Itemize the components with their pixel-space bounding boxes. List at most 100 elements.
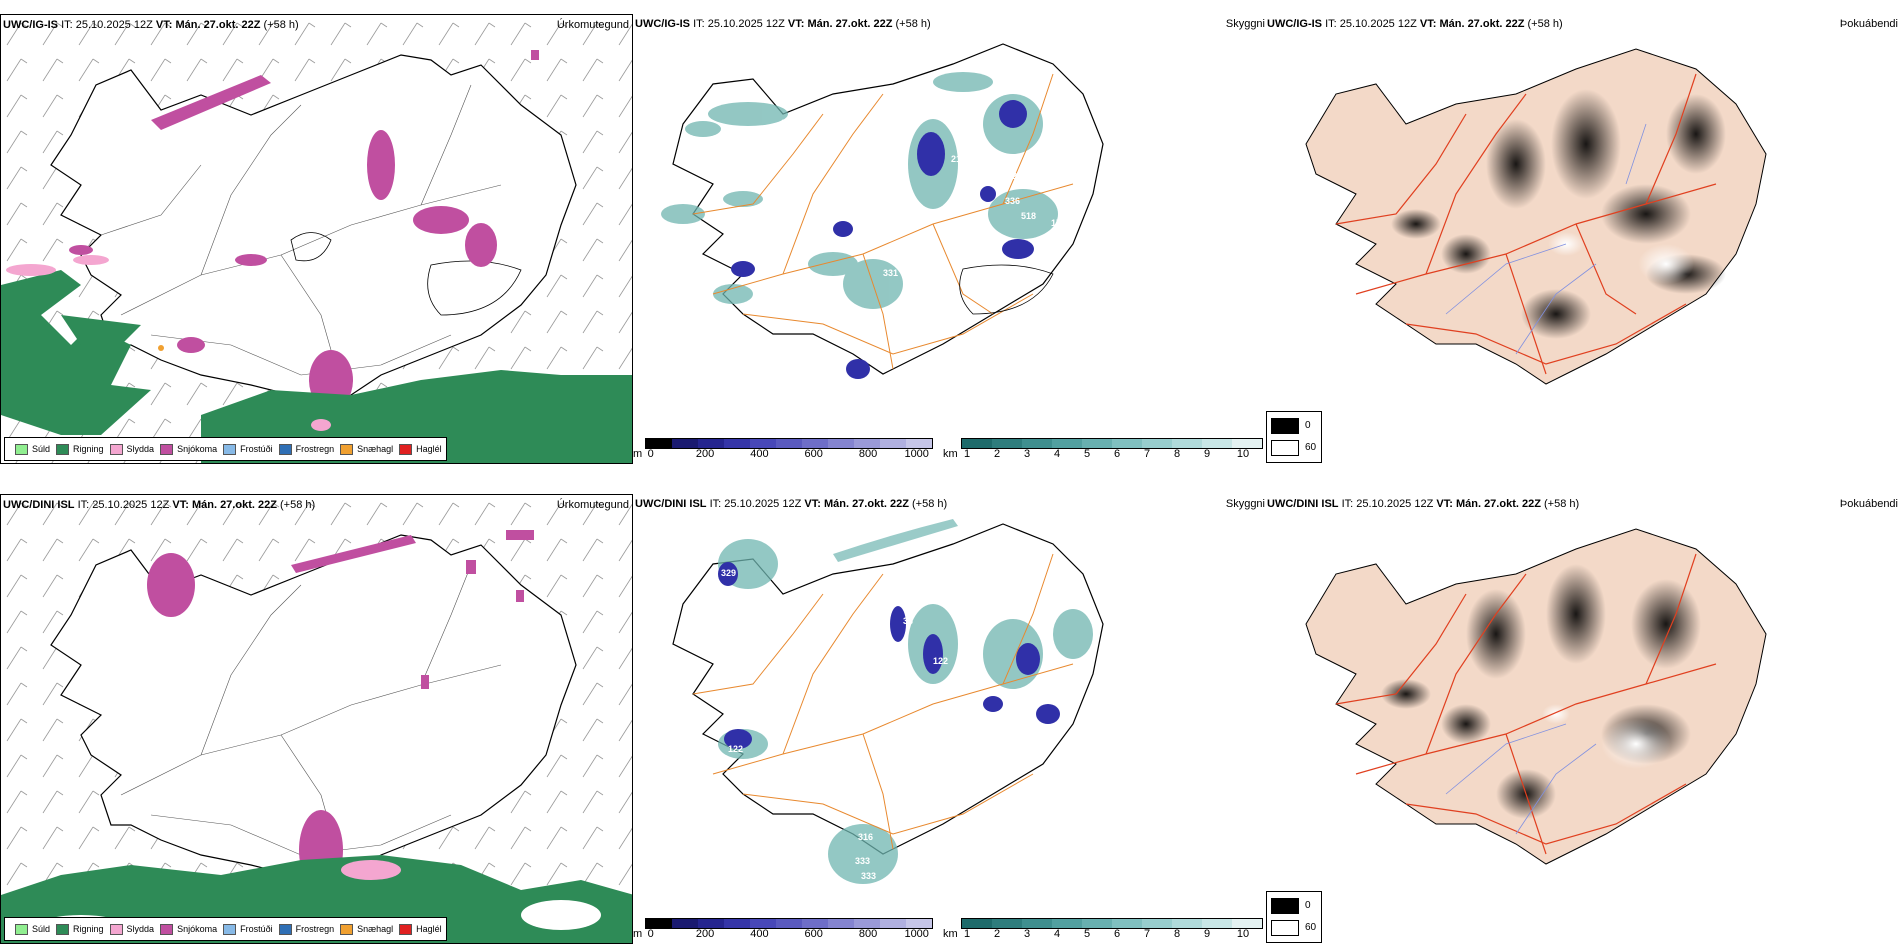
colorbar-unit: m xyxy=(633,448,643,460)
legend-label: Snjókoma xyxy=(177,924,218,934)
tick-label: 800 xyxy=(858,448,878,460)
legend-label: Haglél xyxy=(416,924,442,934)
legend-label: Snjókoma xyxy=(177,444,218,454)
legend-swatch xyxy=(160,443,174,455)
legend-swatch xyxy=(1271,898,1299,914)
panel-title: UWC/DINI ISL IT: 25.10.2025 12Z VT: Mán.… xyxy=(3,499,316,511)
legend-label: 60 xyxy=(1305,442,1317,453)
glacier-outline xyxy=(290,232,332,262)
value-label: 36 xyxy=(903,616,913,626)
panel-title: UWC/IG-IS IT: 25.10.2025 12Z VT: Mán. 27… xyxy=(3,19,299,31)
legend-label: Súld xyxy=(32,444,51,454)
tick-label: 5 xyxy=(1083,448,1091,460)
iceland-coastline xyxy=(50,534,577,891)
tick-label: 10 xyxy=(1236,928,1250,940)
legend-label: 60 xyxy=(1305,922,1317,933)
legend-swatch xyxy=(399,923,413,935)
legend-label: Snæhagl xyxy=(357,924,394,934)
visibility-panel-top: 84 120 21 144208 336 518 691 595 172 257… xyxy=(633,14,1266,464)
panel-title: UWC/IG-IS IT: 25.10.2025 12Z VT: Mán. 27… xyxy=(1267,18,1563,30)
tick-label: 400 xyxy=(750,448,769,460)
colorbar-ticks: 1 2 3 4 5 6 7 8 9 10 xyxy=(961,448,1261,462)
value-label: 120 xyxy=(775,144,790,154)
legend-swatch xyxy=(278,923,292,935)
value-label: 144208 xyxy=(997,171,1027,181)
low-cloud-areas xyxy=(718,562,1060,749)
tick-label: 600 xyxy=(804,928,823,940)
tick-label: 200 xyxy=(695,928,715,940)
precip-legend: Súld Rigning Slydda Snjókoma Frostúði Fr… xyxy=(4,917,447,941)
colorbar-unit: km xyxy=(943,448,958,460)
road-network xyxy=(1335,553,1717,855)
road-network xyxy=(692,73,1074,370)
visibility-map-bottom: 329 36 122 418 122 316 333 333 xyxy=(672,519,1104,884)
tick-label: 1 xyxy=(963,928,971,940)
legend-swatch xyxy=(399,443,413,455)
legend-swatch xyxy=(340,443,354,455)
tick-label: 6 xyxy=(1113,928,1121,940)
tick-label: 5 xyxy=(1083,928,1091,940)
tick-label: 400 xyxy=(750,928,769,940)
legend-label: Súld xyxy=(32,924,51,934)
panel-title: UWC/DINI ISL IT: 25.10.2025 12Z VT: Mán.… xyxy=(1267,498,1580,510)
legend-label: Frostregn xyxy=(295,924,335,934)
legend-swatch xyxy=(15,923,28,935)
colorbar-ticks: 0 200 400 600 800 1000 xyxy=(645,928,931,942)
colorbar-segments xyxy=(961,438,1263,449)
legend-swatch xyxy=(56,443,70,455)
field-name: Þokuábendi xyxy=(1839,18,1898,30)
fog-map-bottom xyxy=(1305,528,1767,865)
colorbar-unit: km xyxy=(943,928,958,940)
cloudbase-colorbar: m 0 200 400 600 800 1000 xyxy=(633,438,943,462)
value-label: 518 xyxy=(1021,211,1036,221)
visibility-band xyxy=(833,519,958,562)
colorbar-segments xyxy=(961,918,1263,929)
legend-label: Frostregn xyxy=(295,444,335,454)
fog-panel-top: UWC/IG-IS IT: 25.10.2025 12Z VT: Mán. 27… xyxy=(1266,14,1900,464)
tick-label: 1000 xyxy=(904,448,929,460)
sleet-areas xyxy=(6,255,331,431)
legend-label: Haglél xyxy=(416,444,442,454)
legend-label: Frostúði xyxy=(240,924,273,934)
tick-label: 7 xyxy=(1143,448,1151,460)
value-label: 141 xyxy=(1068,281,1083,291)
tick-label: 6 xyxy=(1113,448,1121,460)
value-label: 333 xyxy=(855,856,870,866)
legend-label: Snæhagl xyxy=(357,444,394,454)
precip-map-bottom xyxy=(1,495,632,943)
legend-label: 0 xyxy=(1305,420,1311,431)
legend-swatch xyxy=(223,443,237,455)
legend-swatch xyxy=(1271,440,1299,456)
tick-label: 9 xyxy=(1203,928,1211,940)
visibility-colorbar: km 1 2 3 4 5 6 7 8 9 10 xyxy=(943,918,1263,942)
road-network xyxy=(692,553,1074,850)
value-label: 336 xyxy=(1005,196,1020,206)
colorbar-ticks: 0 200 400 600 800 1000 xyxy=(645,448,931,462)
value-label: 329 xyxy=(721,568,736,578)
colorbar-segments xyxy=(645,438,933,449)
value-label: 204 xyxy=(943,376,958,386)
precip-type-panel-bottom: UWC/DINI ISL IT: 25.10.2025 12Z VT: Mán.… xyxy=(0,494,633,944)
tick-label: 0 xyxy=(647,928,654,940)
precip-legend: Súld Rigning Slydda Snjókoma Frostúði Fr… xyxy=(4,437,447,461)
field-name: Skyggni xyxy=(1225,498,1265,510)
tick-label: 9 xyxy=(1203,448,1211,460)
tick-label: 600 xyxy=(804,448,823,460)
value-label: 595 xyxy=(1061,196,1076,206)
precip-type-panel-top: UWC/IG-IS IT: 25.10.2025 12Z VT: Mán. 27… xyxy=(0,14,633,464)
colorbar-ticks: 1 2 3 4 5 6 7 8 9 10 xyxy=(961,928,1261,942)
tick-label: 3 xyxy=(1023,928,1031,940)
tick-label: 8 xyxy=(1173,928,1181,940)
tick-label: 4 xyxy=(1053,928,1061,940)
value-label: 122 xyxy=(933,656,948,666)
low-cloud-areas xyxy=(731,100,1034,379)
value-label: 316 xyxy=(858,832,873,842)
value-label: 21 xyxy=(951,154,961,164)
tick-label: 1 xyxy=(963,448,971,460)
fog-legend: 0 60 xyxy=(1266,411,1322,463)
tick-label: 0 xyxy=(647,448,654,460)
value-label: 267 xyxy=(938,351,953,361)
legend-swatch xyxy=(15,443,28,455)
legend-swatch xyxy=(109,923,123,935)
cloudbase-colorbar: m 0 200 400 600 800 1000 xyxy=(633,918,943,942)
